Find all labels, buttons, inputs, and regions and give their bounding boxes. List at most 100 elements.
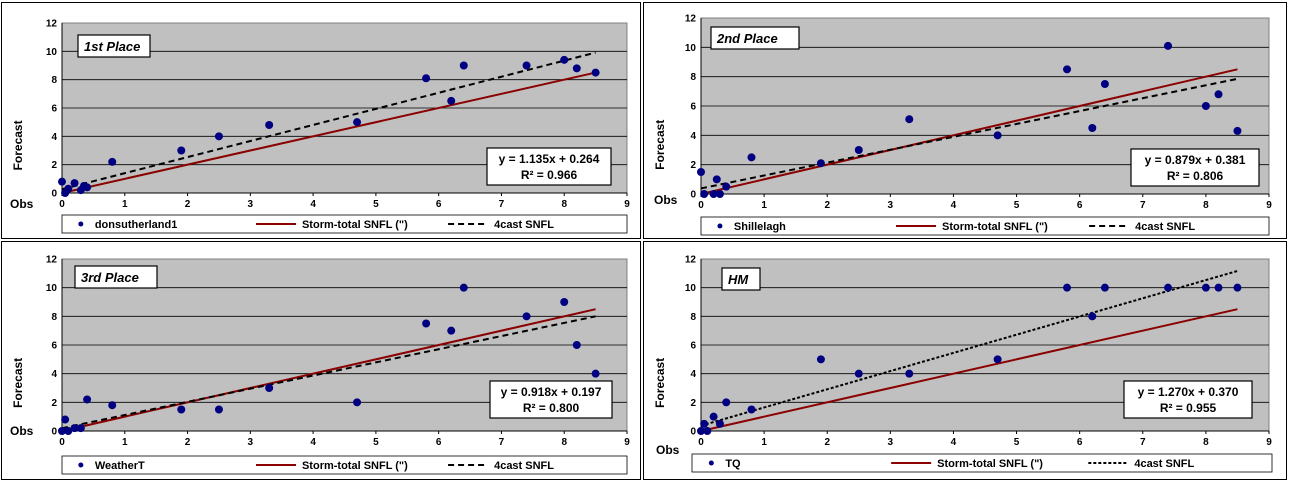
data-point — [447, 326, 456, 335]
data-point — [214, 405, 223, 414]
x-tick-label: 9 — [1266, 437, 1272, 448]
y-tick-label: 6 — [51, 341, 57, 352]
x-tick-label: 2 — [185, 199, 191, 210]
y-tick-label: 2 — [51, 160, 57, 171]
x-tick-label: 3 — [888, 437, 894, 448]
x-tick-label: 3 — [248, 199, 254, 210]
legend-label-storm-total: Storm-total SNFL (") — [302, 460, 408, 472]
y-tick-label: 4 — [51, 132, 57, 143]
chart-panel-1st: 0 2 4 6 8 10 12 0 1 2 3 4 5 6 7 8 9 Forecast Obs 1st Place y… — [1, 2, 641, 239]
chart-title: HM — [728, 272, 749, 287]
y-tick-label: 12 — [46, 255, 58, 266]
x-tick-label: 4 — [310, 437, 316, 448]
data-point — [1164, 41, 1173, 50]
trend-equation: y = 1.135x + 0.264 — [499, 152, 600, 166]
x-tick-label: 5 — [1014, 437, 1020, 448]
x-tick-label: 0 — [59, 437, 65, 448]
title-box — [710, 26, 800, 50]
data-point — [747, 405, 756, 414]
storm-total-line — [700, 68, 1238, 195]
data-point — [108, 157, 117, 166]
data-point — [459, 61, 468, 70]
chart-panel-3rd: 0 2 4 6 8 10 12 0 1 2 3 4 5 6 7 8 9 Forecast Obs 3rd Place y… — [1, 241, 641, 480]
x-tick-label: 5 — [373, 199, 379, 210]
data-point — [522, 312, 531, 321]
data-point — [64, 184, 73, 193]
x-tick-label: 4 — [951, 200, 957, 211]
data-point — [1088, 312, 1097, 321]
x-tick-label: 0 — [59, 199, 65, 210]
data-point — [58, 177, 66, 186]
y-tick-label: 10 — [685, 43, 697, 54]
data-point — [697, 168, 705, 176]
data-point — [560, 55, 569, 64]
y-tick-label: 12 — [685, 14, 697, 25]
title-box — [77, 34, 151, 58]
data-point — [572, 341, 581, 349]
data-point — [70, 179, 79, 188]
trend-equation: y = 0.879x + 0.381 — [1145, 153, 1246, 167]
legend-label-forecaster: TQ — [725, 458, 741, 470]
data-point — [422, 319, 431, 328]
y-tick-label: 8 — [51, 75, 57, 86]
legend-label-storm-total: Storm-total SNFL (") — [942, 221, 1048, 233]
data-point — [709, 412, 718, 421]
x-tick-label: 6 — [436, 199, 442, 210]
legend-marker-points — [708, 460, 714, 466]
data-point — [1233, 126, 1242, 135]
data-point — [816, 159, 825, 168]
x-tick-label: 5 — [373, 437, 379, 448]
r-squared: R² = 0.955 — [1160, 401, 1217, 415]
x-axis-label: Obs — [10, 197, 34, 211]
x-tick-label: 8 — [1203, 200, 1209, 211]
x-tick-label: 6 — [1077, 200, 1083, 211]
y-tick-label: 0 — [51, 427, 57, 438]
equation-box — [486, 147, 612, 186]
data-point — [459, 283, 468, 292]
y-tick-label: 8 — [690, 72, 696, 83]
equation-box — [1130, 148, 1260, 187]
data-point — [353, 398, 362, 407]
trend-equation: y = 1.270x + 0.370 — [1138, 385, 1239, 399]
data-point — [177, 146, 186, 155]
x-tick-label: 1 — [122, 199, 128, 210]
legend-label-forecast: 4cast SNFL — [494, 460, 554, 472]
x-tick-label: 7 — [1140, 437, 1146, 448]
legend-label-storm-total: Storm-total SNFL (") — [937, 458, 1043, 470]
x-tick-label: 0 — [698, 437, 704, 448]
data-point — [1164, 283, 1173, 292]
y-tick-label: 0 — [51, 189, 57, 200]
data-point — [697, 427, 705, 435]
legend-marker-points — [717, 223, 723, 229]
legend-box — [700, 216, 1270, 236]
data-point — [1088, 124, 1097, 132]
data-point — [715, 419, 724, 428]
y-tick-label: 12 — [46, 19, 58, 30]
data-point — [447, 96, 456, 105]
y-tick-label: 8 — [690, 312, 696, 323]
y-tick-label: 2 — [690, 398, 696, 409]
chart-title: 2nd Place — [716, 31, 778, 46]
data-point — [905, 369, 914, 378]
data-point — [1201, 283, 1210, 292]
x-tick-label: 8 — [1203, 437, 1209, 448]
data-point — [422, 74, 431, 83]
x-tick-label: 7 — [499, 437, 505, 448]
data-point — [854, 369, 863, 378]
data-point — [83, 395, 92, 404]
data-point — [572, 64, 581, 73]
x-tick-label: 0 — [698, 200, 704, 211]
x-tick-label: 7 — [1140, 200, 1146, 211]
legend-label-forecaster: Shillelagh — [734, 221, 786, 233]
data-point — [1063, 65, 1072, 74]
x-tick-label: 9 — [624, 199, 630, 210]
x-axis-label: Obs — [654, 193, 678, 207]
legend-label-forecaster: donsutherland1 — [95, 219, 178, 231]
data-point — [76, 424, 85, 433]
data-point — [993, 355, 1002, 364]
x-tick-label: 2 — [824, 437, 830, 448]
data-point — [64, 427, 73, 435]
trend-equation: y = 0.918x + 0.197 — [501, 385, 602, 399]
